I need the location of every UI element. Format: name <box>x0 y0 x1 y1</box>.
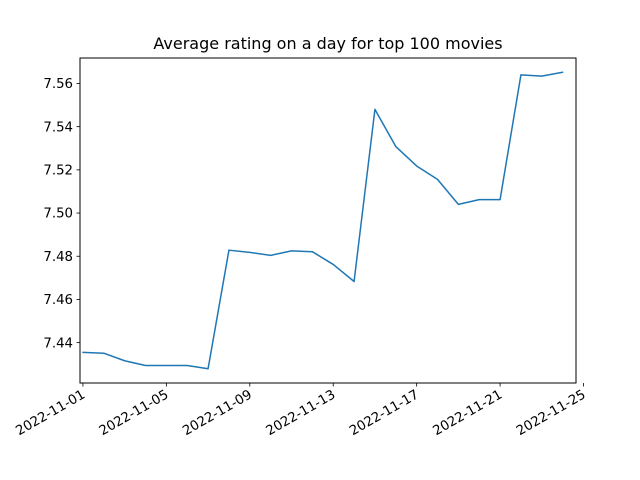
y-tick-label: 7.56 <box>43 77 73 92</box>
plot-area <box>82 71 564 370</box>
y-tick-label: 7.50 <box>43 207 73 222</box>
y-tick-label: 7.46 <box>43 293 73 308</box>
x-tick-label: 2022-11-21 <box>431 387 505 439</box>
x-tick-label: 2022-11-05 <box>97 387 171 439</box>
x-tick-label: 2022-11-17 <box>347 387 421 439</box>
y-tick-label: 7.52 <box>43 164 73 179</box>
y-tick-label: 7.54 <box>43 120 73 135</box>
y-tick-label: 7.48 <box>43 250 73 265</box>
series-line-0 <box>82 71 564 370</box>
x-tick-label: 2022-11-01 <box>13 387 87 439</box>
chart-title: Average rating on a day for top 100 movi… <box>153 34 502 53</box>
x-tick-label: 2022-11-25 <box>514 387 588 439</box>
y-tick-label: 7.44 <box>43 336 73 351</box>
axes-frame <box>79 57 577 384</box>
x-tick-label: 2022-11-13 <box>264 387 338 439</box>
x-tick-label: 2022-11-09 <box>180 387 254 439</box>
